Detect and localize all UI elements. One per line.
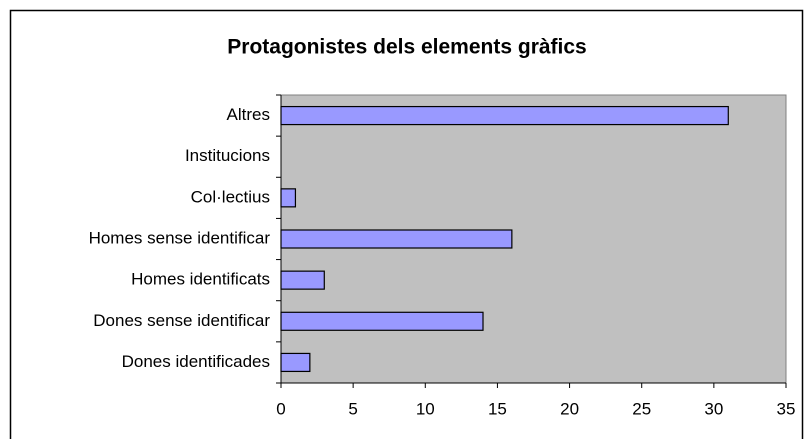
x-tick-label: 15 (488, 399, 507, 418)
x-tick-label: 10 (416, 399, 435, 418)
x-tick-label: 0 (276, 399, 285, 418)
x-tick-label: 5 (348, 399, 357, 418)
bar (280, 352, 311, 373)
y-tick-label: Homes sense identificar (89, 228, 271, 247)
x-tick-label: 25 (632, 399, 651, 418)
y-tick-label: Altres (227, 105, 270, 124)
y-tick-label: Institucions (185, 146, 270, 165)
y-tick-label: Dones identificades (122, 352, 270, 371)
x-tick-label: 35 (777, 399, 796, 418)
y-tick-label: Col·lectius (191, 187, 270, 206)
y-tick-label: Dones sense identificar (93, 311, 270, 330)
y-tick-label: Homes identificats (131, 270, 270, 289)
chart-title: Protagonistes dels elements gràfics (227, 36, 586, 59)
bar (280, 311, 484, 331)
x-tick-label: 30 (704, 399, 723, 418)
x-tick-label: 20 (560, 399, 579, 418)
bar (280, 105, 729, 126)
bar (280, 229, 513, 249)
bar (280, 188, 297, 208)
bar (280, 270, 325, 290)
